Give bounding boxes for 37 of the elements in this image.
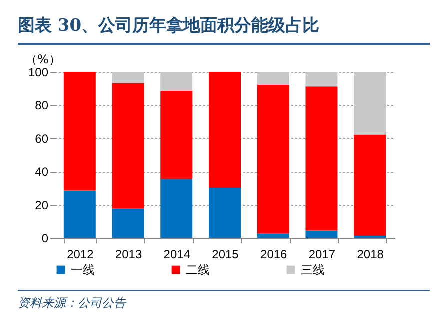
x-tick-label: 2016 (260, 248, 288, 262)
bar (160, 179, 193, 238)
y-tick-label: 60 (35, 132, 49, 146)
legend-label: 一线 (71, 263, 95, 277)
y-tick-label: 0 (42, 232, 49, 246)
x-tick-label: 2017 (308, 248, 336, 262)
bar (112, 208, 144, 238)
x-tick-label: 2018 (357, 248, 384, 262)
bar (64, 72, 96, 191)
x-tick-label: 2012 (67, 248, 94, 262)
bar (306, 72, 338, 87)
x-tick-label: 2013 (115, 248, 142, 262)
bar (306, 230, 338, 238)
bar (112, 72, 144, 84)
x-tick-label: 2014 (164, 248, 191, 262)
y-tick-label: 80 (35, 98, 49, 113)
bar (257, 234, 290, 238)
bar (354, 134, 386, 236)
x-tick-label: 2015 (212, 248, 240, 262)
bar (209, 72, 241, 188)
text: 资料来源：公司公告 (18, 290, 430, 312)
bar (257, 72, 290, 85)
bar (160, 90, 193, 180)
bar (64, 190, 96, 238)
legend-label: 三线 (301, 263, 325, 277)
bar (257, 84, 290, 234)
legend-label: 二线 (186, 263, 210, 277)
y-tick-label: 20 (35, 198, 49, 212)
bar (112, 83, 144, 209)
y-axis-title: （%） (26, 52, 61, 66)
y-tick-label: 40 (35, 165, 49, 180)
bar (354, 72, 386, 135)
bar (306, 86, 338, 231)
y-tick-label: 100 (28, 66, 49, 80)
bar (160, 72, 193, 91)
bar (209, 188, 241, 238)
chart-title: 图表 30、公司历年拿地面积分能级占比 (18, 14, 430, 45)
